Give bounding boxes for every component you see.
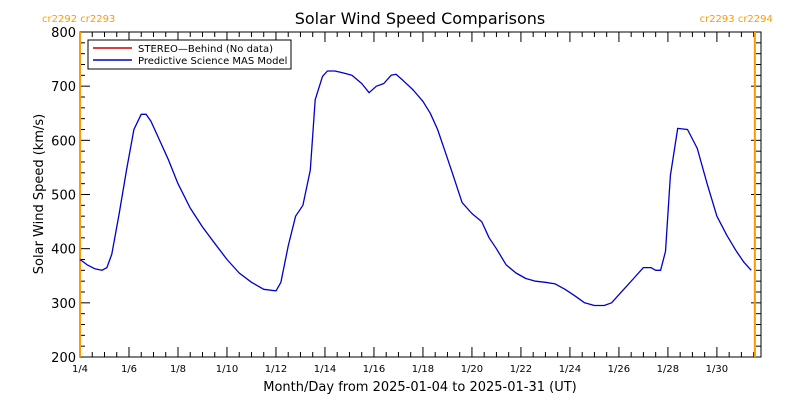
y-tick-label: 800: [51, 26, 76, 41]
x-tick-label: 1/14: [314, 364, 336, 375]
legend-label-stereo: STEREO—Behind (No data): [138, 44, 273, 55]
plot-frame: [79, 31, 762, 358]
y-tick-label: 700: [51, 80, 76, 95]
y-tick-label: 300: [51, 297, 76, 312]
x-tick-label: 1/8: [170, 364, 186, 375]
x-tick-label: 1/12: [265, 364, 287, 375]
legend: STEREO—Behind (No data) Predictive Scien…: [87, 39, 292, 70]
x-tick-label: 1/18: [412, 364, 434, 375]
x-tick-label: 1/16: [363, 364, 385, 375]
y-tick-label: 200: [51, 351, 76, 366]
legend-box: [87, 39, 292, 70]
x-tick-label: 1/4: [72, 364, 88, 375]
chart-title: Solar Wind Speed Comparisons: [295, 9, 546, 28]
y-axis-label: Solar Wind Speed (km/s): [32, 114, 47, 274]
series-line-1: [79, 70, 752, 307]
x-tick-label: 1/30: [706, 364, 728, 375]
carrington-marker-label: cr2293 cr2294: [700, 14, 773, 25]
legend-label-mas-model: Predictive Science MAS Model: [138, 56, 287, 67]
x-tick-label: 1/22: [510, 364, 532, 375]
y-tick-label: 400: [51, 243, 76, 258]
x-tick-label: 1/6: [121, 364, 137, 375]
x-tick-label: 1/28: [657, 364, 679, 375]
x-tick-label: 1/24: [559, 364, 581, 375]
x-tick-label: 1/26: [608, 364, 630, 375]
x-tick-label: 1/10: [216, 364, 238, 375]
y-tick-label: 600: [51, 134, 76, 149]
x-axis-label: Month/Day from 2025-01-04 to 2025-01-31 …: [263, 380, 576, 395]
x-tick-label: 1/20: [461, 364, 483, 375]
carrington-marker-label: cr2292 cr2293: [42, 14, 115, 25]
y-tick-label: 500: [51, 189, 76, 204]
